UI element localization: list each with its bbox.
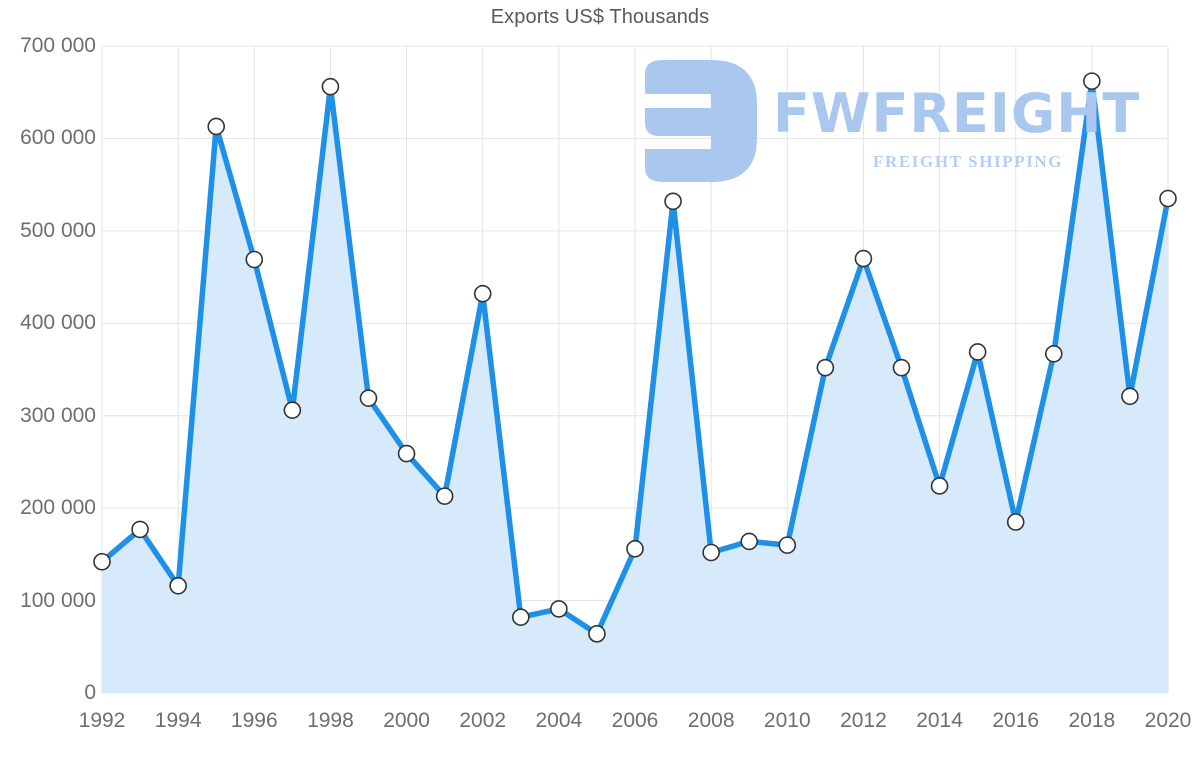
y-axis-tick-label: 0 (84, 681, 96, 704)
data-point-marker[interactable] (321, 77, 340, 96)
data-point-marker[interactable] (131, 520, 149, 539)
plot-svg (93, 45, 1177, 694)
data-point-marker[interactable] (1083, 72, 1101, 90)
x-axis-tick-label: 2008 (687, 709, 735, 732)
data-point-marker[interactable] (930, 477, 949, 495)
y-axis: 0 100 000 200 000 300 000 400 000 500 000 600 … (0, 0, 96, 763)
data-point-marker[interactable] (1159, 189, 1177, 208)
x-axis-tick-label: 2002 (459, 709, 507, 732)
plot-area (93, 45, 1177, 694)
y-axis-tick-label: 100 000 (20, 588, 96, 612)
data-point-marker[interactable] (93, 552, 111, 571)
data-point-marker[interactable] (892, 358, 911, 377)
chart-title: Exports US$ Thousands (490, 6, 710, 28)
data-point-marker[interactable] (854, 249, 873, 268)
y-axis-tick-label: 400 000 (20, 311, 96, 335)
y-axis-tick-label: 500 000 (20, 218, 96, 242)
area-fill (102, 81, 1168, 693)
data-point-marker[interactable] (283, 401, 302, 419)
data-point-marker[interactable] (626, 540, 644, 558)
x-axis-tick-label: 2020 (1144, 709, 1192, 732)
y-axis-tick-label: 700 000 (20, 34, 96, 57)
data-point-marker[interactable] (435, 487, 454, 505)
data-point-marker[interactable] (397, 444, 416, 463)
x-axis-tick-label: 2014 (916, 709, 963, 732)
data-point-marker[interactable] (550, 600, 568, 618)
x-axis-tick-label: 1992 (78, 709, 126, 732)
data-point-marker[interactable] (740, 532, 759, 551)
x-axis-tick-label: 2012 (840, 709, 887, 732)
y-axis-tick-label: 300 000 (20, 403, 96, 427)
x-axis-tick-label: 1996 (230, 709, 278, 732)
data-point-marker[interactable] (511, 608, 530, 627)
x-axis-tick-label: 2018 (1068, 709, 1116, 732)
data-point-marker[interactable] (1121, 387, 1139, 406)
data-point-marker[interactable] (588, 625, 606, 643)
x-axis-tick-label: 2000 (383, 709, 430, 732)
x-axis-tick-label: 1998 (307, 709, 354, 732)
data-point-marker[interactable] (207, 117, 226, 136)
x-axis-tick-label: 2016 (992, 709, 1040, 732)
y-axis-tick-label: 200 000 (20, 496, 96, 520)
data-point-markers (93, 72, 1177, 643)
x-axis: 1992 1994 1996 1998 2000 2002 2004 2006 2008 2010… (0, 710, 1200, 750)
data-point-marker[interactable] (1044, 344, 1063, 363)
y-axis-tick-label: 600 000 (20, 126, 96, 150)
data-point-marker[interactable] (359, 389, 378, 407)
data-point-marker[interactable] (816, 358, 835, 377)
data-point-marker[interactable] (473, 284, 492, 303)
x-axis-tick-label: 2010 (763, 709, 811, 732)
data-point-marker[interactable] (1006, 513, 1025, 531)
data-point-marker[interactable] (169, 576, 187, 595)
data-point-marker[interactable] (664, 192, 682, 211)
data-point-marker[interactable] (245, 250, 264, 269)
data-point-marker[interactable] (702, 543, 720, 562)
data-point-marker[interactable] (778, 536, 797, 554)
x-axis-tick-label: 2006 (611, 709, 659, 732)
x-axis-tick-label: 2004 (535, 709, 583, 732)
x-axis-tick-label: 1994 (154, 709, 202, 732)
data-point-marker[interactable] (968, 343, 987, 361)
